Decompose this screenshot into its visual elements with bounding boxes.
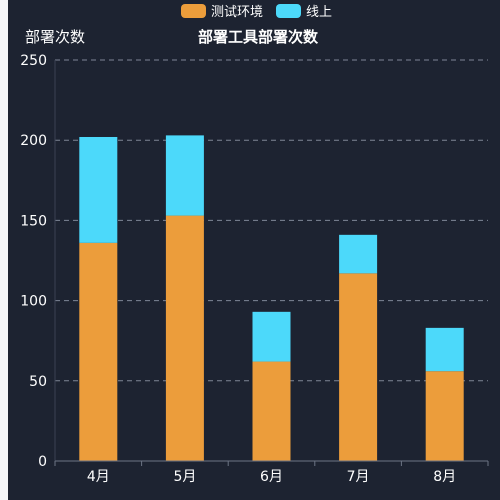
legend-label: 线上: [306, 5, 332, 20]
bar-segment[interactable]: [252, 361, 291, 461]
x-tick-label: 4月: [87, 469, 110, 485]
bar-segment[interactable]: [165, 135, 204, 216]
x-tick-label: 7月: [347, 469, 370, 485]
bar-segment[interactable]: [79, 242, 118, 461]
x-tick-label: 5月: [173, 469, 196, 485]
bar-segment[interactable]: [339, 234, 378, 274]
y-tick-label: 150: [20, 213, 47, 229]
legend: 测试环境 线上: [181, 4, 332, 20]
x-tick-labels: 4月 5月 6月 7月 8月: [87, 469, 456, 485]
bar-segment[interactable]: [165, 215, 204, 461]
stacked-bar-chart: 测试环境 线上 部署次数 部署工具部署次数 0 50 100 150 200 250 4月 5…: [20, 4, 489, 485]
legend-item[interactable]: 测试环境: [181, 4, 263, 20]
x-tick-label: 8月: [433, 469, 456, 485]
grid-lines: [55, 59, 488, 382]
bar-segment[interactable]: [339, 273, 378, 461]
bar-segment[interactable]: [252, 311, 291, 362]
legend-item[interactable]: 线上: [276, 4, 332, 20]
legend-swatch: [181, 4, 206, 18]
legend-label: 测试环境: [211, 5, 263, 20]
y-tick-labels: 0 50 100 150 200 250: [20, 53, 47, 470]
y-tick-label: 250: [20, 53, 47, 69]
y-tick-label: 50: [29, 374, 47, 390]
chart-panel: 测试环境 线上 部署次数 部署工具部署次数 0 50 100 150 200 250 4月 5…: [8, 0, 500, 500]
bar-segment[interactable]: [425, 327, 464, 372]
y-tick-label: 0: [38, 454, 47, 470]
bar-segment[interactable]: [79, 136, 118, 243]
chart-title: 部署工具部署次数: [198, 28, 319, 46]
bars: [79, 135, 464, 461]
x-tick-label: 6月: [260, 469, 283, 485]
y-axis-label: 部署次数: [25, 28, 85, 46]
y-tick-label: 200: [20, 133, 47, 149]
axes: [54, 60, 489, 466]
bar-segment[interactable]: [425, 371, 464, 461]
y-tick-label: 100: [20, 294, 47, 310]
legend-swatch: [276, 4, 301, 18]
